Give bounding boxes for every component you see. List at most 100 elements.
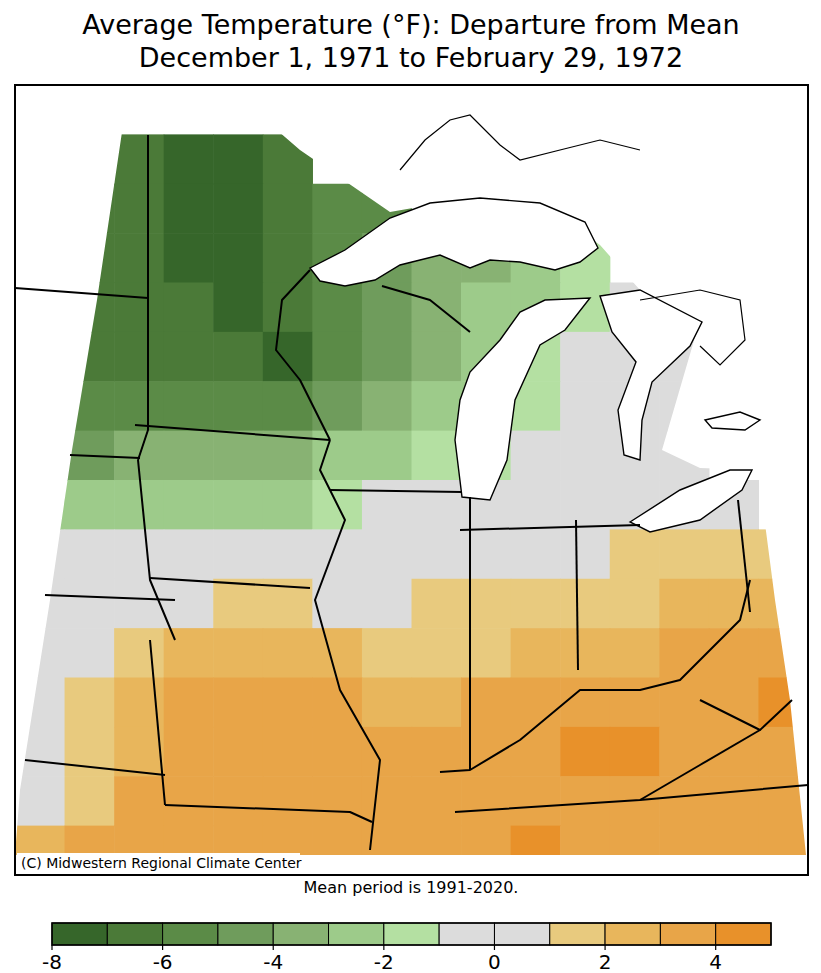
cell xyxy=(412,776,462,826)
cell xyxy=(114,480,164,530)
colorbar-tick-label: -6 xyxy=(153,950,173,973)
cell xyxy=(560,431,610,481)
cell xyxy=(659,678,709,728)
cell xyxy=(15,628,65,678)
cell xyxy=(412,529,462,579)
state-border xyxy=(138,135,148,460)
cell xyxy=(65,332,115,382)
cell xyxy=(312,381,362,431)
cell xyxy=(511,579,561,629)
colorbar-bin xyxy=(218,923,273,945)
cell xyxy=(362,579,412,629)
cell xyxy=(610,727,660,777)
cell xyxy=(164,332,214,382)
cell xyxy=(15,776,65,826)
cell xyxy=(461,826,511,876)
cell xyxy=(362,431,412,481)
cell xyxy=(461,529,511,579)
cell xyxy=(610,628,660,678)
cell xyxy=(15,431,65,481)
cell xyxy=(560,529,610,579)
cell xyxy=(412,678,462,728)
cell xyxy=(263,283,313,333)
cell xyxy=(709,628,759,678)
state-border xyxy=(469,497,471,770)
cell xyxy=(362,381,412,431)
cell xyxy=(511,431,561,481)
cell xyxy=(114,579,164,629)
cell xyxy=(312,184,362,234)
cell xyxy=(65,628,115,678)
cell xyxy=(164,233,214,283)
cell xyxy=(15,381,65,431)
cell xyxy=(164,678,214,728)
cell xyxy=(114,529,164,579)
colorbar: -8-6-4-2024 xyxy=(42,923,771,973)
cell xyxy=(659,628,709,678)
cell xyxy=(213,480,263,530)
cell xyxy=(114,184,164,234)
cell xyxy=(164,283,214,333)
cell xyxy=(560,628,610,678)
cell xyxy=(709,678,759,728)
cell xyxy=(412,579,462,629)
cell xyxy=(65,678,115,728)
colorbar-tick-label: -8 xyxy=(42,950,62,973)
cell xyxy=(709,579,759,629)
cell xyxy=(362,529,412,579)
colorbar-bin xyxy=(716,923,771,945)
cell xyxy=(659,727,709,777)
colorbar-bin xyxy=(550,923,605,945)
cell xyxy=(65,579,115,629)
cell xyxy=(560,480,610,530)
state-border xyxy=(15,288,148,298)
state-border xyxy=(315,440,380,850)
cell xyxy=(312,529,362,579)
caption: Mean period is 1991-2020. xyxy=(304,878,519,897)
cell xyxy=(560,381,610,431)
cell xyxy=(15,678,65,728)
cell xyxy=(312,431,362,481)
cell xyxy=(758,776,808,826)
state-border xyxy=(700,700,792,730)
credit: (C) Midwestern Regional Climate Center xyxy=(21,855,302,871)
colorbar-tick-label: -4 xyxy=(263,950,283,973)
colorbar-tick-label: 0 xyxy=(488,950,501,973)
cell xyxy=(15,529,65,579)
lake xyxy=(455,298,590,500)
cell xyxy=(758,579,808,629)
cell xyxy=(263,184,313,234)
cell xyxy=(263,628,313,678)
cell xyxy=(560,727,610,777)
cell xyxy=(312,727,362,777)
cell xyxy=(263,529,313,579)
lake xyxy=(310,198,598,286)
state-border xyxy=(165,805,372,822)
lake xyxy=(705,412,760,430)
cell xyxy=(114,134,164,184)
cell xyxy=(461,678,511,728)
cell xyxy=(312,628,362,678)
cell xyxy=(461,579,511,629)
cell xyxy=(164,776,214,826)
cell xyxy=(659,579,709,629)
cell xyxy=(560,776,610,826)
state-border xyxy=(150,640,165,805)
cell xyxy=(659,529,709,579)
cell xyxy=(213,233,263,283)
state-border xyxy=(135,425,330,440)
cell xyxy=(312,283,362,333)
cell xyxy=(164,529,214,579)
cell xyxy=(610,529,660,579)
cell xyxy=(15,579,65,629)
cell xyxy=(164,628,214,678)
cell xyxy=(610,678,660,728)
colorbar-bin xyxy=(329,923,384,945)
cell xyxy=(412,431,462,481)
state-border xyxy=(440,580,750,772)
cell xyxy=(164,184,214,234)
cell xyxy=(114,776,164,826)
cell xyxy=(560,579,610,629)
cell xyxy=(213,332,263,382)
cell xyxy=(362,283,412,333)
